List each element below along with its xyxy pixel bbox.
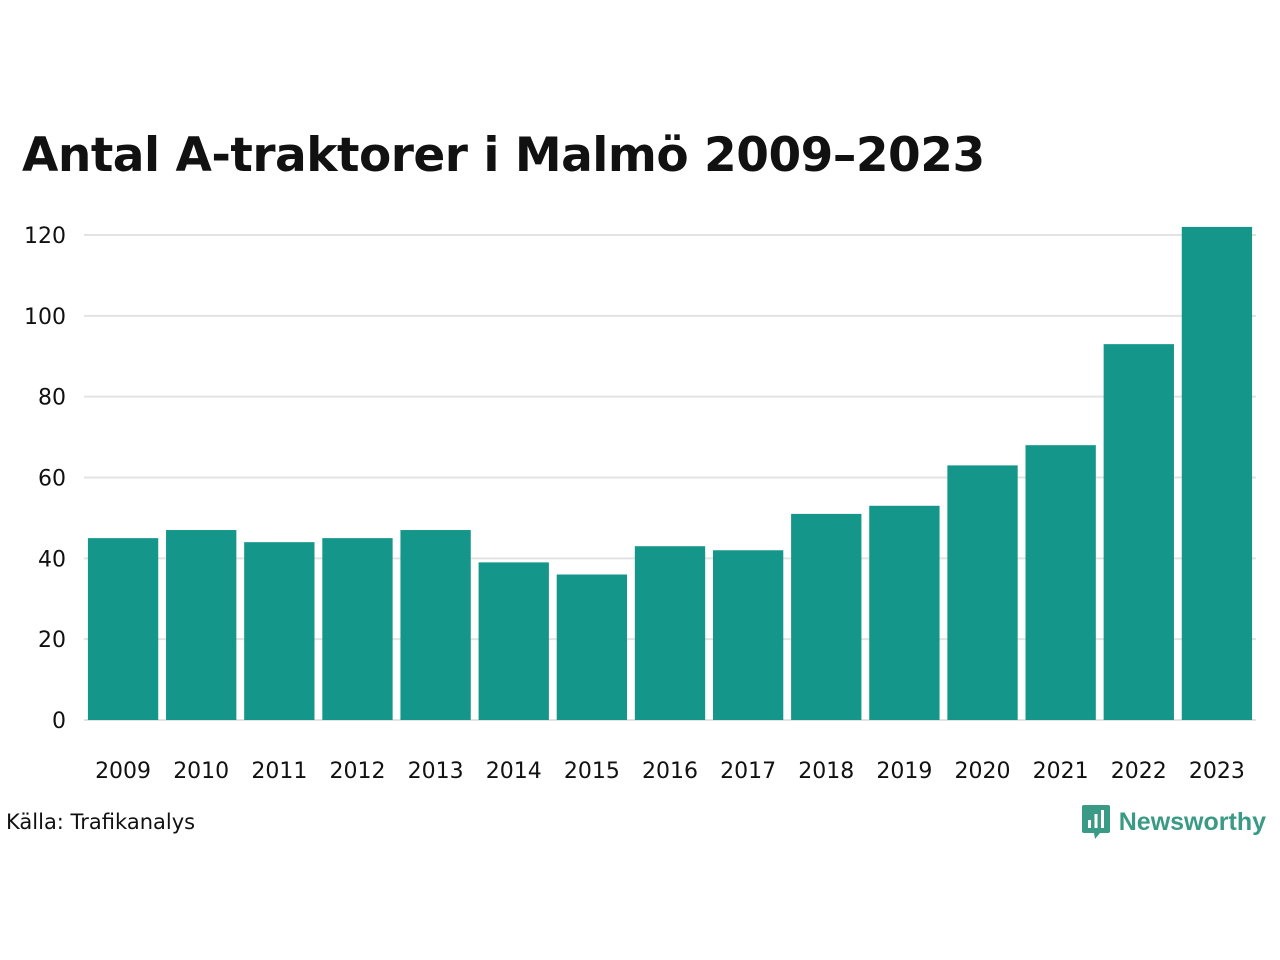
newsworthy-logo-icon xyxy=(1081,805,1110,839)
x-tick-label: 2014 xyxy=(486,759,542,784)
bar-2018 xyxy=(791,513,862,721)
source-label: Källa: Trafikanalys xyxy=(6,810,196,834)
x-tick-label: 2013 xyxy=(408,759,464,784)
y-tick-label: 100 xyxy=(24,305,66,330)
bar-2009 xyxy=(87,538,159,721)
bar-2020 xyxy=(947,465,1018,721)
x-tick-label: 2017 xyxy=(720,759,776,784)
y-tick-label: 40 xyxy=(38,547,66,572)
x-tick-label: 2019 xyxy=(876,759,932,784)
x-tick-label: 2016 xyxy=(642,759,698,784)
y-tick-label: 60 xyxy=(38,467,66,492)
x-tick-label: 2015 xyxy=(564,759,620,784)
bar-2014 xyxy=(478,562,549,721)
x-tick-label: 2020 xyxy=(955,759,1011,784)
bar-2022 xyxy=(1103,344,1174,721)
bar-2012 xyxy=(322,538,393,721)
bar-2021 xyxy=(1025,445,1096,720)
x-tick-label: 2011 xyxy=(251,759,307,784)
bars xyxy=(87,226,1253,721)
bar-2016 xyxy=(634,546,706,720)
x-tick-label: 2018 xyxy=(798,759,854,784)
bar-2013 xyxy=(400,530,471,720)
bar-2015 xyxy=(556,574,628,720)
bar-2011 xyxy=(244,542,315,720)
y-tick-label: 0 xyxy=(52,709,66,734)
brand-logo: Newsworthy xyxy=(1081,804,1266,840)
chart-title: Antal A-traktorer i Malmö 2009–2023 xyxy=(22,128,985,183)
x-tick-label: 2010 xyxy=(173,759,229,784)
x-tick-label: 2022 xyxy=(1111,759,1167,784)
bar-2010 xyxy=(166,530,237,720)
bar-2023 xyxy=(1181,226,1253,721)
y-axis-ticks: 0 20 40 60 80 100 120 xyxy=(24,224,66,734)
x-tick-label: 2009 xyxy=(95,759,151,784)
bar-2017 xyxy=(712,550,784,720)
x-tick-label: 2012 xyxy=(329,759,385,784)
y-tick-label: 20 xyxy=(38,628,66,653)
y-tick-label: 120 xyxy=(24,224,66,249)
x-tick-label: 2021 xyxy=(1033,759,1089,784)
bar-2019 xyxy=(869,505,940,720)
brand-name: Newsworthy xyxy=(1118,807,1266,836)
x-axis-ticks: 2009 2010 2011 2012 2013 2014 2015 2016 2017 2018… xyxy=(95,759,1245,784)
x-tick-label: 2023 xyxy=(1189,759,1245,784)
y-tick-label: 80 xyxy=(38,386,66,411)
